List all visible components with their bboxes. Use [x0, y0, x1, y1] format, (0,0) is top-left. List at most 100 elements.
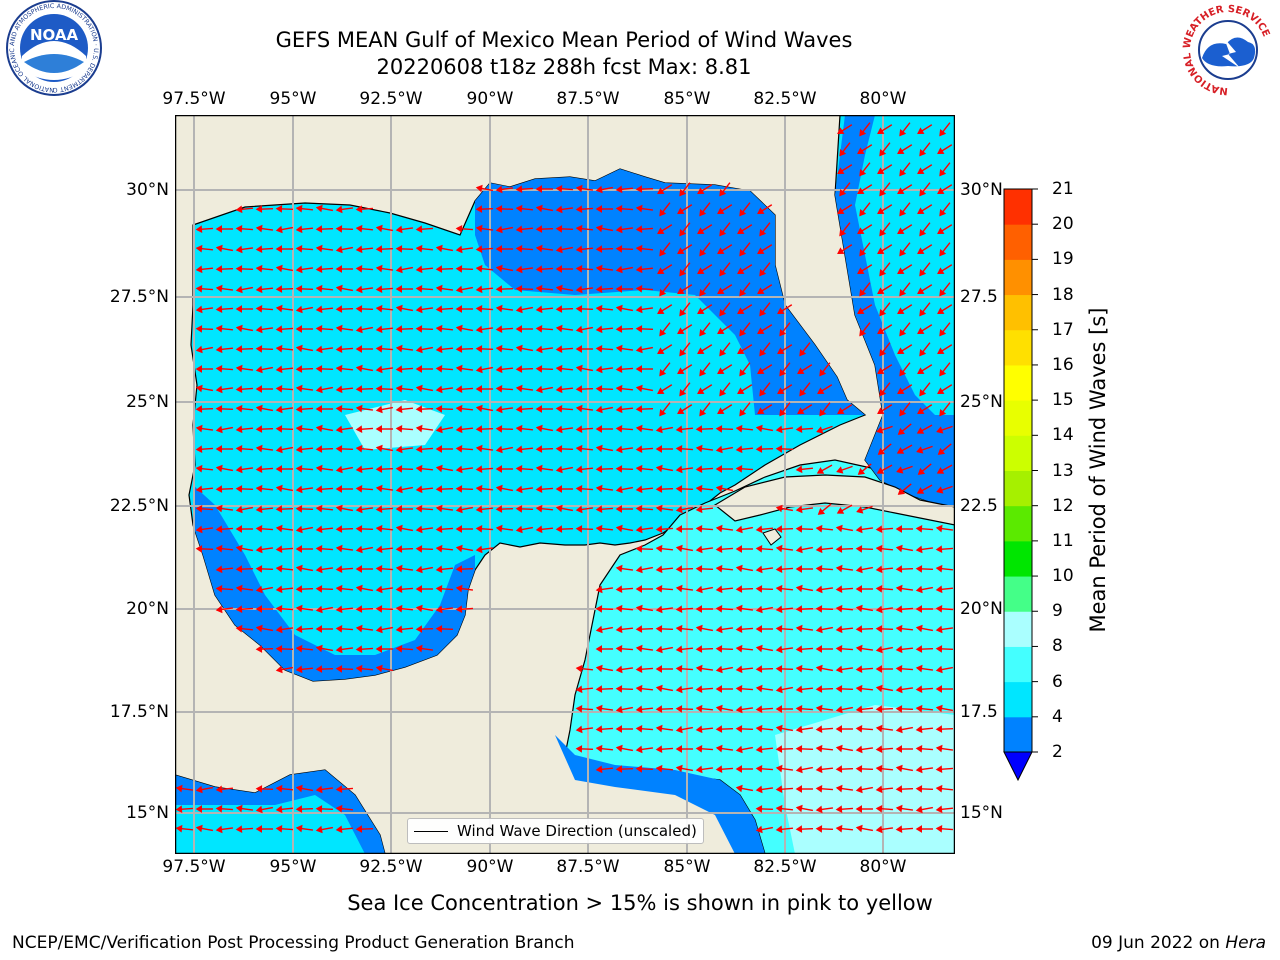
direction-arrowhead [635, 464, 643, 473]
direction-arrowhead [879, 389, 887, 397]
direction-arrowhead [355, 605, 363, 613]
direction-arrowhead [355, 584, 363, 593]
longitude-tick-label: 97.5°W [162, 89, 226, 109]
direction-arrowhead [677, 247, 685, 254]
direction-arrowhead [475, 524, 483, 533]
direction-arrowhead [235, 404, 243, 413]
direction-arrowhead [295, 505, 303, 513]
direction-arrowhead [355, 205, 363, 214]
direction-arrowhead [735, 725, 743, 733]
direction-arrowhead [855, 545, 863, 553]
direction-arrowhead [877, 207, 885, 214]
direction-arrowhead [615, 725, 622, 733]
direction-arrowhead [255, 444, 263, 453]
direction-arrowhead [495, 445, 503, 454]
direction-arrowhead [897, 147, 905, 154]
direction-arrowhead [815, 564, 823, 573]
direction-arrowhead [435, 405, 443, 413]
direction-arrowhead [916, 446, 924, 454]
direction-arrowhead [535, 485, 543, 494]
direction-arrowhead [535, 424, 543, 433]
direction-arrowhead [255, 605, 262, 613]
direction-arrowhead [655, 485, 663, 493]
direction-arrowhead [235, 305, 242, 313]
direction-arrowhead [875, 544, 883, 553]
direction-arrowhead [839, 189, 847, 197]
direction-arrowhead [395, 585, 403, 594]
direction-arrowhead [535, 204, 543, 213]
direction-arrowhead [935, 625, 943, 634]
direction-arrowhead [395, 304, 403, 313]
direction-arrowhead [515, 405, 523, 414]
direction-arrowhead [795, 765, 803, 774]
direction-arrowhead [595, 185, 603, 194]
direction-arrowhead [715, 465, 722, 473]
direction-arrowhead [855, 604, 863, 613]
colorbar-bin [1004, 611, 1032, 647]
map-frame [175, 115, 955, 854]
direction-arrowhead [675, 664, 683, 673]
direction-arrowhead [575, 505, 583, 514]
direction-arrowhead [915, 605, 922, 613]
direction-arrowhead [355, 645, 363, 654]
colorbar [1003, 188, 1038, 782]
direction-arrowhead [835, 784, 843, 793]
direction-arrowhead [595, 505, 603, 514]
direction-arrowhead [435, 485, 443, 493]
direction-arrowhead [675, 525, 682, 533]
direction-arrowhead [475, 345, 483, 353]
direction-arrowhead [575, 385, 583, 393]
direction-arrowhead [775, 825, 783, 834]
direction-arrowhead [315, 225, 323, 233]
direction-arrowhead [355, 285, 363, 294]
direction-arrowhead [679, 229, 687, 237]
direction-arrowhead [395, 265, 403, 274]
direction-arrowhead [295, 365, 303, 373]
direction-arrowhead [335, 205, 343, 214]
direction-arrowhead [235, 525, 242, 533]
direction-arrowhead [775, 745, 783, 753]
direction-arrowhead [335, 324, 343, 333]
direction-arrowhead [235, 444, 243, 453]
direction-arrowhead [877, 167, 885, 174]
direction-arrowhead [375, 545, 383, 554]
direction-arrowhead [815, 825, 823, 833]
direction-arrowhead [837, 247, 845, 254]
direction-arrowhead [315, 605, 323, 614]
direction-arrowhead [855, 644, 863, 653]
direction-arrowhead [857, 307, 865, 314]
direction-arrowhead [575, 484, 583, 493]
direction-arrowhead [677, 287, 685, 294]
sea-ice-note: Sea Ice Concentration > 15% is shown in … [347, 891, 933, 915]
direction-arrowhead [575, 725, 583, 734]
direction-arrowhead [235, 324, 243, 333]
direction-arrowhead [255, 484, 263, 493]
direction-arrowhead [595, 704, 603, 713]
longitude-tick-label: 95°W [269, 89, 317, 109]
direction-arrowhead [895, 825, 903, 834]
direction-arrowhead [655, 684, 663, 693]
direction-arrowhead [375, 325, 383, 334]
direction-arrowhead [939, 209, 947, 217]
direction-arrowhead [295, 625, 303, 634]
direction-arrowhead [335, 584, 343, 593]
direction-arrowhead [719, 389, 727, 397]
direction-arrowhead [695, 565, 703, 573]
direction-arrowhead [555, 345, 563, 354]
direction-arrowhead [295, 644, 303, 653]
direction-arrowhead [719, 309, 727, 317]
direction-arrowhead [195, 525, 203, 534]
direction-arrowhead [899, 289, 907, 297]
direction-arrowhead [675, 544, 683, 553]
direction-arrowhead [575, 745, 583, 753]
direction-arrowhead [595, 725, 603, 734]
direction-arrowhead [195, 504, 203, 513]
footer-credit: NCEP/EMC/Verification Post Processing Pr… [12, 933, 575, 953]
direction-arrowhead [739, 329, 747, 337]
direction-arrowhead [895, 745, 902, 753]
direction-arrowhead [715, 445, 723, 454]
direction-arrowhead [355, 545, 363, 554]
direction-arrowhead [435, 305, 443, 314]
direction-arrowhead [775, 565, 783, 574]
direction-arrowhead [295, 285, 303, 293]
